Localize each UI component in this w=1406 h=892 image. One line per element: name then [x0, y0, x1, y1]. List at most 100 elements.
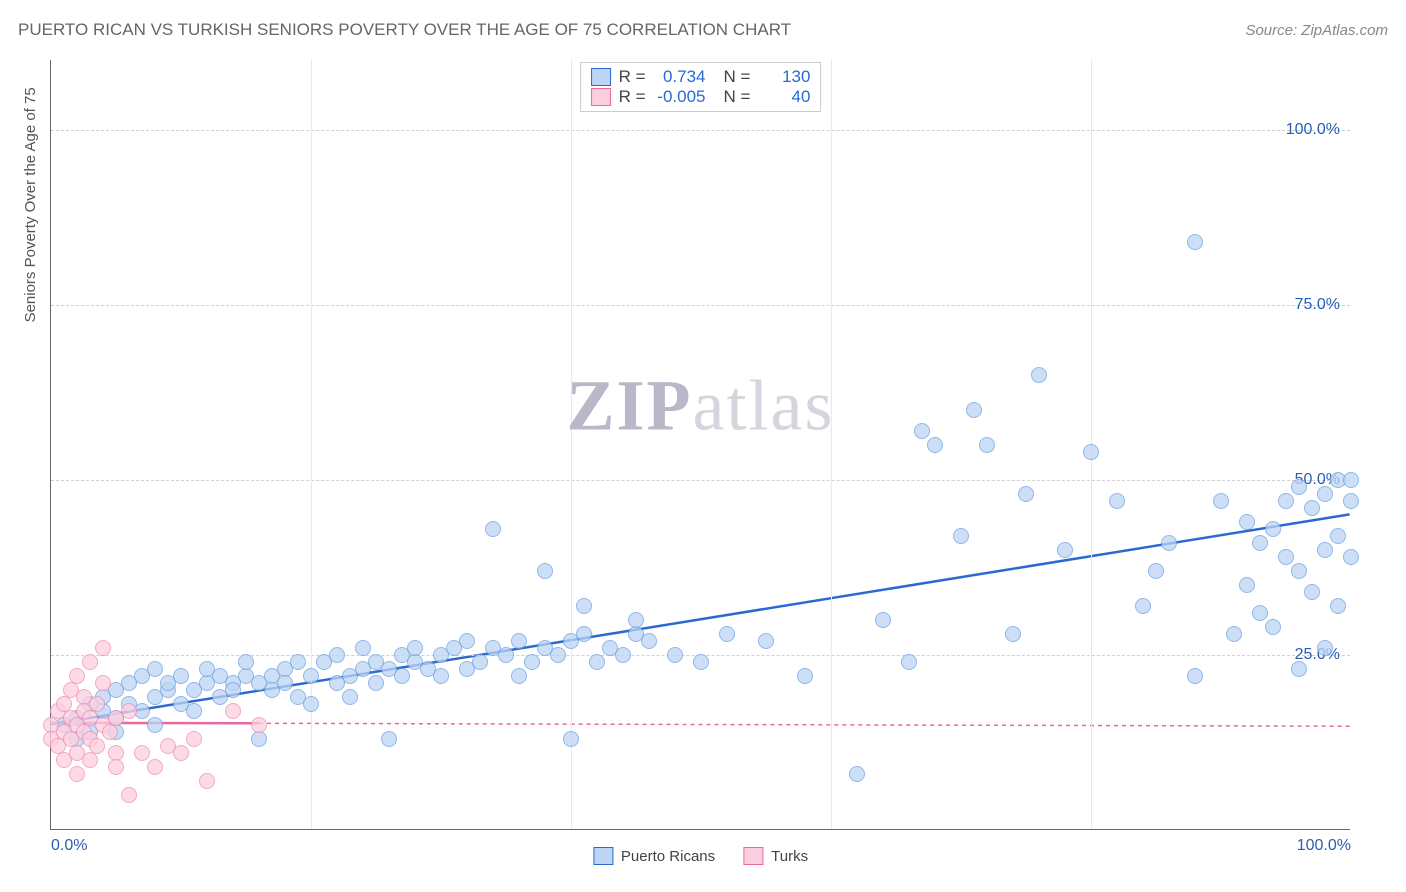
data-point — [875, 612, 891, 628]
data-point — [355, 640, 371, 656]
data-point — [342, 689, 358, 705]
data-point — [1005, 626, 1021, 642]
data-point — [1291, 563, 1307, 579]
data-point — [1343, 549, 1359, 565]
data-point — [511, 668, 527, 684]
data-point — [95, 675, 111, 691]
legend-item: Turks — [743, 847, 808, 865]
data-point — [719, 626, 735, 642]
data-point — [1031, 367, 1047, 383]
data-point — [1148, 563, 1164, 579]
data-point — [1291, 661, 1307, 677]
data-point — [537, 563, 553, 579]
data-point — [82, 752, 98, 768]
data-point — [576, 626, 592, 642]
data-point — [849, 766, 865, 782]
data-point — [901, 654, 917, 670]
data-point — [108, 759, 124, 775]
grid-line-h — [51, 480, 1350, 481]
data-point — [1057, 542, 1073, 558]
data-point — [1343, 493, 1359, 509]
data-point — [238, 654, 254, 670]
grid-line-h — [51, 130, 1350, 131]
data-point — [69, 668, 85, 684]
data-point — [147, 759, 163, 775]
data-point — [225, 682, 241, 698]
y-axis-label: Seniors Poverty Over the Age of 75 — [22, 87, 39, 322]
data-point — [1330, 598, 1346, 614]
data-point — [290, 654, 306, 670]
data-point — [394, 668, 410, 684]
data-point — [277, 675, 293, 691]
legend-item: Puerto Ricans — [593, 847, 715, 865]
data-point — [576, 598, 592, 614]
legend-swatch — [591, 88, 611, 106]
grid-line-v — [311, 60, 312, 829]
data-point — [173, 745, 189, 761]
data-point — [251, 731, 267, 747]
data-point — [303, 696, 319, 712]
r-value: 0.734 — [654, 67, 706, 87]
data-point — [1226, 626, 1242, 642]
y-tick-label: 75.0% — [1295, 296, 1340, 314]
data-point — [1187, 668, 1203, 684]
data-point — [121, 787, 137, 803]
data-point — [1278, 549, 1294, 565]
data-point — [147, 717, 163, 733]
data-point — [147, 661, 163, 677]
data-point — [1239, 577, 1255, 593]
x-tick-label: 0.0% — [51, 837, 87, 855]
data-point — [89, 738, 105, 754]
legend-swatch — [593, 847, 613, 865]
data-point — [485, 521, 501, 537]
legend-label: Puerto Ricans — [621, 848, 715, 865]
data-point — [89, 696, 105, 712]
n-value: 130 — [758, 67, 810, 87]
data-point — [199, 773, 215, 789]
data-point — [1109, 493, 1125, 509]
y-tick-label: 100.0% — [1286, 121, 1340, 139]
n-value: 40 — [758, 87, 810, 107]
data-point — [511, 633, 527, 649]
data-point — [433, 668, 449, 684]
grid-line-h — [51, 305, 1350, 306]
data-point — [251, 717, 267, 733]
watermark: ZIPatlas — [567, 365, 835, 448]
data-point — [1252, 605, 1268, 621]
source-label: Source: ZipAtlas.com — [1245, 22, 1388, 39]
legend-swatch — [591, 68, 611, 86]
data-point — [1083, 444, 1099, 460]
data-point — [953, 528, 969, 544]
data-point — [693, 654, 709, 670]
data-point — [82, 654, 98, 670]
data-point — [563, 731, 579, 747]
legend-swatch — [743, 847, 763, 865]
data-point — [69, 766, 85, 782]
legend-row: R = 0.734 N = 130 — [591, 67, 811, 87]
data-point — [1278, 493, 1294, 509]
data-point — [927, 437, 943, 453]
data-point — [667, 647, 683, 663]
r-value: -0.005 — [654, 87, 706, 107]
r-label: R = — [619, 67, 646, 87]
data-point — [1187, 234, 1203, 250]
scatter-plot: ZIPatlas R =0.734N =130R =-0.005N =40 Pu… — [50, 60, 1350, 830]
data-point — [966, 402, 982, 418]
legend-label: Turks — [771, 848, 808, 865]
data-point — [1265, 619, 1281, 635]
data-point — [134, 745, 150, 761]
data-point — [472, 654, 488, 670]
data-point — [589, 654, 605, 670]
data-point — [550, 647, 566, 663]
data-point — [524, 654, 540, 670]
data-point — [1304, 500, 1320, 516]
n-label: N = — [724, 87, 751, 107]
data-point — [459, 633, 475, 649]
data-point — [1343, 472, 1359, 488]
data-point — [914, 423, 930, 439]
data-point — [407, 640, 423, 656]
grid-line-v — [571, 60, 572, 829]
data-point — [1317, 486, 1333, 502]
n-label: N = — [724, 67, 751, 87]
data-point — [95, 640, 111, 656]
